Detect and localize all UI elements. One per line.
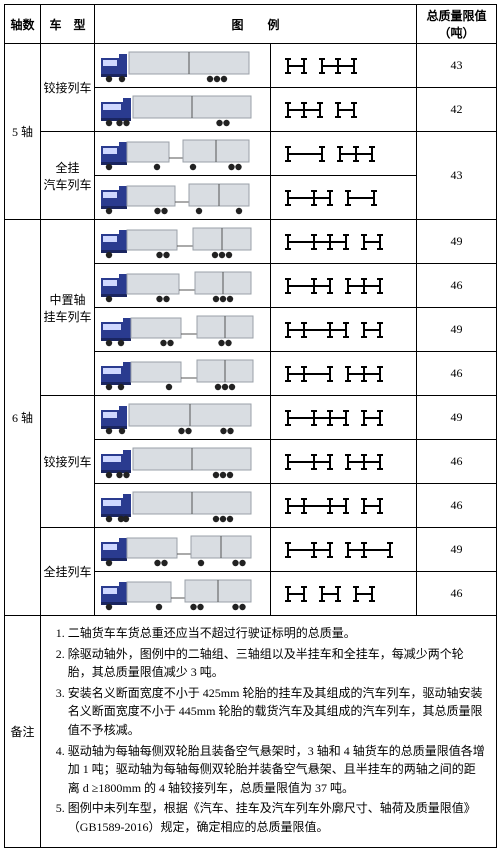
axle-diagram [271,220,417,264]
axle-diagram [271,572,417,616]
table-row: 铰接列车49 [5,396,497,440]
note-item: 二轴货车车货总重还应当不超过行驶证标明的总质量。 [68,624,486,643]
note-item: 除驱动轴外，图例中的二轴组、三轴组以及半挂车和全挂车，每减少两个轮胎，其总质量限… [68,645,486,682]
vehicle-type-cell: 全挂列车 [41,528,95,616]
axle-count-cell: 5 轴 [5,44,41,220]
notes-content: 二轴货车车货总重还应当不超过行驶证标明的总质量。除驱动轴外，图例中的二轴组、三轴… [41,616,497,848]
axle-diagram [271,176,417,220]
header-axle: 轴数 [5,5,41,44]
axle-diagram [271,528,417,572]
axle-diagram [271,396,417,440]
axle-diagram [271,352,417,396]
mass-limit-cell: 46 [417,440,497,484]
mass-limit-cell: 49 [417,396,497,440]
mass-limit-cell: 43 [417,44,497,88]
axle-diagram [271,484,417,528]
table-row: 全挂汽车列车43 [5,132,497,176]
mass-limit-cell: 49 [417,220,497,264]
vehicle-type-cell: 铰接列车 [41,44,95,132]
axle-diagram [271,132,417,176]
truck-illustration [95,352,271,396]
header-example: 图 例 [95,5,417,44]
mass-limit-cell: 46 [417,484,497,528]
truck-illustration [95,308,271,352]
truck-illustration [95,264,271,308]
note-item: 驱动轴为每轴每侧双轮胎且装备空气悬架时，3 轴和 4 轴货车的总质量限值各增加 … [68,742,486,798]
mass-limit-cell: 43 [417,132,497,220]
axle-diagram [271,440,417,484]
axle-count-cell: 6 轴 [5,220,41,616]
axle-diagram [271,88,417,132]
axle-diagram [271,264,417,308]
header-row: 轴数 车 型 图 例 总质量限值（吨） [5,5,497,44]
mass-limit-cell: 42 [417,88,497,132]
notes-row: 备注二轴货车车货总重还应当不超过行驶证标明的总质量。除驱动轴外，图例中的二轴组、… [5,616,497,848]
vehicle-type-cell: 铰接列车 [41,396,95,528]
header-limit: 总质量限值（吨） [417,5,497,44]
truck-illustration [95,88,271,132]
table-row: 5 轴铰接列车43 [5,44,497,88]
axle-diagram [271,308,417,352]
note-item: 图例中未列车型，根据《汽车、挂车及汽车列车外廓尺寸、轴荷及质量限值》（GB158… [68,799,486,836]
table-row: 6 轴中置轴挂车列车49 [5,220,497,264]
truck-illustration [95,44,271,88]
mass-limit-cell: 46 [417,264,497,308]
mass-limit-cell: 49 [417,308,497,352]
truck-illustration [95,572,271,616]
header-type: 车 型 [41,5,95,44]
axle-diagram [271,44,417,88]
mass-limit-cell: 46 [417,352,497,396]
truck-illustration [95,396,271,440]
mass-limit-cell: 46 [417,572,497,616]
vehicle-type-cell: 全挂汽车列车 [41,132,95,220]
truck-illustration [95,528,271,572]
limits-table: 轴数 车 型 图 例 总质量限值（吨） 5 轴铰接列车4342全挂汽车列车436… [4,4,497,848]
note-item: 安装名义断面宽度不小于 425mm 轮胎的挂车及其组成的汽车列车，驱动轴安装名义… [68,684,486,740]
table-row: 全挂列车49 [5,528,497,572]
truck-illustration [95,132,271,176]
mass-limit-cell: 49 [417,528,497,572]
truck-illustration [95,176,271,220]
truck-illustration [95,484,271,528]
vehicle-type-cell: 中置轴挂车列车 [41,220,95,396]
truck-illustration [95,220,271,264]
truck-illustration [95,440,271,484]
notes-label: 备注 [5,616,41,848]
